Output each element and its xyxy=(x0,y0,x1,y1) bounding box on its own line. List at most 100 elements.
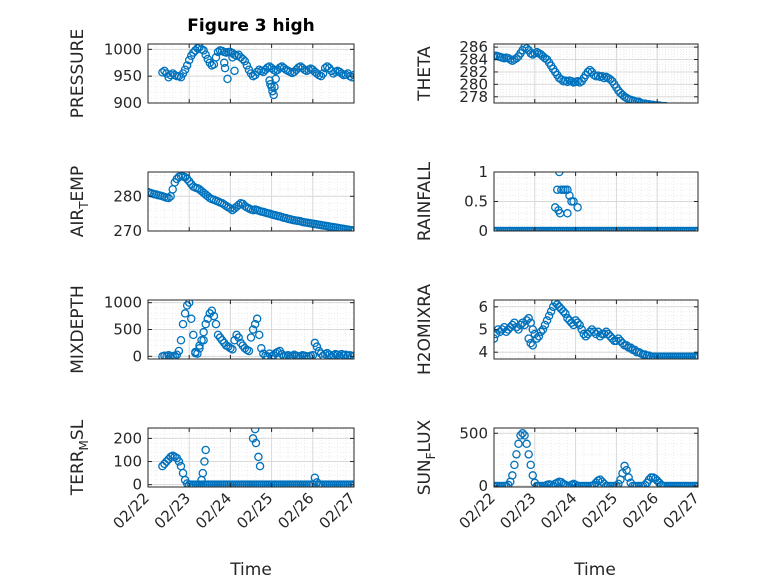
y-tick-label-theta-3: 284 xyxy=(459,51,488,69)
point-sun_flux-14 xyxy=(518,429,527,438)
point-theta-86 xyxy=(667,102,672,103)
point-mixdepth-20 xyxy=(199,327,208,337)
x-tick-label-terr_msl-5: 02/27 xyxy=(316,489,359,532)
x-tick-label-terr_msl-4: 02/26 xyxy=(274,489,317,532)
x-tick-label-sun_flux-3: 02/25 xyxy=(578,489,621,532)
point-air_temp-95 xyxy=(339,224,348,231)
point-sun_flux-15 xyxy=(520,431,529,440)
point-theta-89 xyxy=(672,104,679,111)
point-theta-84 xyxy=(662,101,669,103)
y-tick-label-terr_msl-2: 200 xyxy=(113,429,142,447)
point-theta-85 xyxy=(665,102,670,103)
point-air_temp-38 xyxy=(222,201,231,211)
point-sun_flux-66 xyxy=(624,473,633,482)
y-axis-label-pressure: PRESSURE xyxy=(68,29,88,118)
point-mixdepth-69 xyxy=(300,351,309,359)
x-tick-label-terr_msl-1: 02/23 xyxy=(151,489,194,532)
point-theta-57 xyxy=(606,75,615,84)
point-h2omixra-34 xyxy=(559,307,568,316)
series-pressure xyxy=(158,44,354,100)
point-mixdepth-25 xyxy=(209,311,219,321)
point-theta-88 xyxy=(670,104,677,111)
series-air_temp xyxy=(148,172,354,231)
point-pressure-95 xyxy=(220,63,230,73)
x-tick-label-sun_flux-1: 02/23 xyxy=(496,489,539,532)
point-h2omixra-27 xyxy=(544,311,554,321)
point-sun_flux-18 xyxy=(526,460,535,470)
point-air_temp-97 xyxy=(343,225,353,231)
point-theta-18 xyxy=(526,49,535,58)
point-theta-92 xyxy=(678,104,685,111)
point-h2omixra-65 xyxy=(622,341,631,350)
y-tick-label-sun_flux-0: 0 xyxy=(478,477,488,495)
point-sun_flux-17 xyxy=(524,450,533,459)
y-tick-label-mixdepth-2: 1000 xyxy=(104,294,142,312)
y-tick-label-theta-0: 278 xyxy=(459,88,488,106)
x-tick-label-sun_flux-0: 02/22 xyxy=(456,489,499,532)
point-h2omixra-9 xyxy=(508,320,517,330)
point-theta-36 xyxy=(563,77,572,87)
point-terr_msl-101 xyxy=(254,452,263,462)
point-h2omixra-76 xyxy=(644,351,654,359)
y-tick-label-terr_msl-1: 100 xyxy=(113,453,142,471)
point-mixdepth-46 xyxy=(252,314,262,324)
point-pressure-103 xyxy=(269,90,278,100)
point-sun_flux-74 xyxy=(640,480,650,487)
point-mixdepth-44 xyxy=(248,325,258,334)
x-axis-label-left: Time xyxy=(229,560,272,580)
y-tick-label-h2omixra-1: 5 xyxy=(478,321,488,339)
point-sun_flux-65 xyxy=(622,465,631,475)
point-mixdepth-18 xyxy=(195,344,204,353)
point-mixdepth-10 xyxy=(178,319,188,329)
axes-box-sun_flux xyxy=(493,427,699,488)
point-h2omixra-22 xyxy=(534,332,544,341)
point-air_temp-96 xyxy=(341,225,351,231)
y-tick-label-h2omixra-0: 4 xyxy=(478,343,488,361)
point-theta-93 xyxy=(680,104,687,111)
point-theta-20 xyxy=(530,49,540,58)
point-mixdepth-21 xyxy=(201,319,210,329)
point-mixdepth-86 xyxy=(335,351,344,359)
point-h2omixra-0 xyxy=(494,334,499,343)
point-mixdepth-9 xyxy=(176,335,186,345)
point-h2omixra-63 xyxy=(618,338,627,348)
point-h2omixra-28 xyxy=(546,307,556,316)
point-theta-90 xyxy=(674,104,681,111)
subplot-mixdepth: 0 500 1000 MIXDEPTH xyxy=(68,285,355,374)
point-rainfall-103 xyxy=(555,172,564,177)
point-sun_flux-12 xyxy=(514,439,523,449)
point-h2omixra-21 xyxy=(532,334,542,343)
point-pressure-13 xyxy=(184,55,194,65)
point-rainfall-102 xyxy=(552,185,562,194)
y-tick-label-mixdepth-0: 0 xyxy=(132,347,142,365)
point-pressure-11 xyxy=(180,65,190,74)
point-mixdepth-26 xyxy=(211,319,221,329)
point-rainfall-114 xyxy=(563,209,572,218)
point-theta-54 xyxy=(599,73,609,83)
point-h2omixra-24 xyxy=(538,325,548,334)
point-theta-72 xyxy=(636,98,646,103)
point-sun_flux-35 xyxy=(561,480,570,487)
point-sun_flux-16 xyxy=(522,439,531,449)
point-theta-81 xyxy=(655,101,663,103)
point-mixdepth-50 xyxy=(261,351,270,359)
subplot-rainfall: 0 0.5 1 RAINFALL xyxy=(415,161,699,241)
point-theta-97 xyxy=(688,105,695,112)
x-tick-label-sun_flux-4: 02/26 xyxy=(619,489,662,532)
axes-box-terr_msl xyxy=(147,427,355,488)
point-mixdepth-1 xyxy=(160,351,169,359)
point-h2omixra-13 xyxy=(516,320,525,330)
y-tick-label-rainfall-2: 1 xyxy=(478,163,488,181)
point-pressure-39 xyxy=(238,54,248,64)
point-theta-91 xyxy=(676,104,683,111)
subplot-h2omixra: 4 5 6 H2OMIXRA xyxy=(415,284,699,375)
point-theta-16 xyxy=(522,44,531,53)
point-h2omixra-38 xyxy=(567,318,576,327)
point-terr_msl-100 xyxy=(251,438,261,448)
y-tick-label-air_temp-1: 280 xyxy=(113,187,142,205)
x-tick-label-terr_msl-2: 02/24 xyxy=(192,489,235,532)
point-theta-87 xyxy=(669,102,674,103)
point-terr_msl-97 xyxy=(201,445,210,455)
